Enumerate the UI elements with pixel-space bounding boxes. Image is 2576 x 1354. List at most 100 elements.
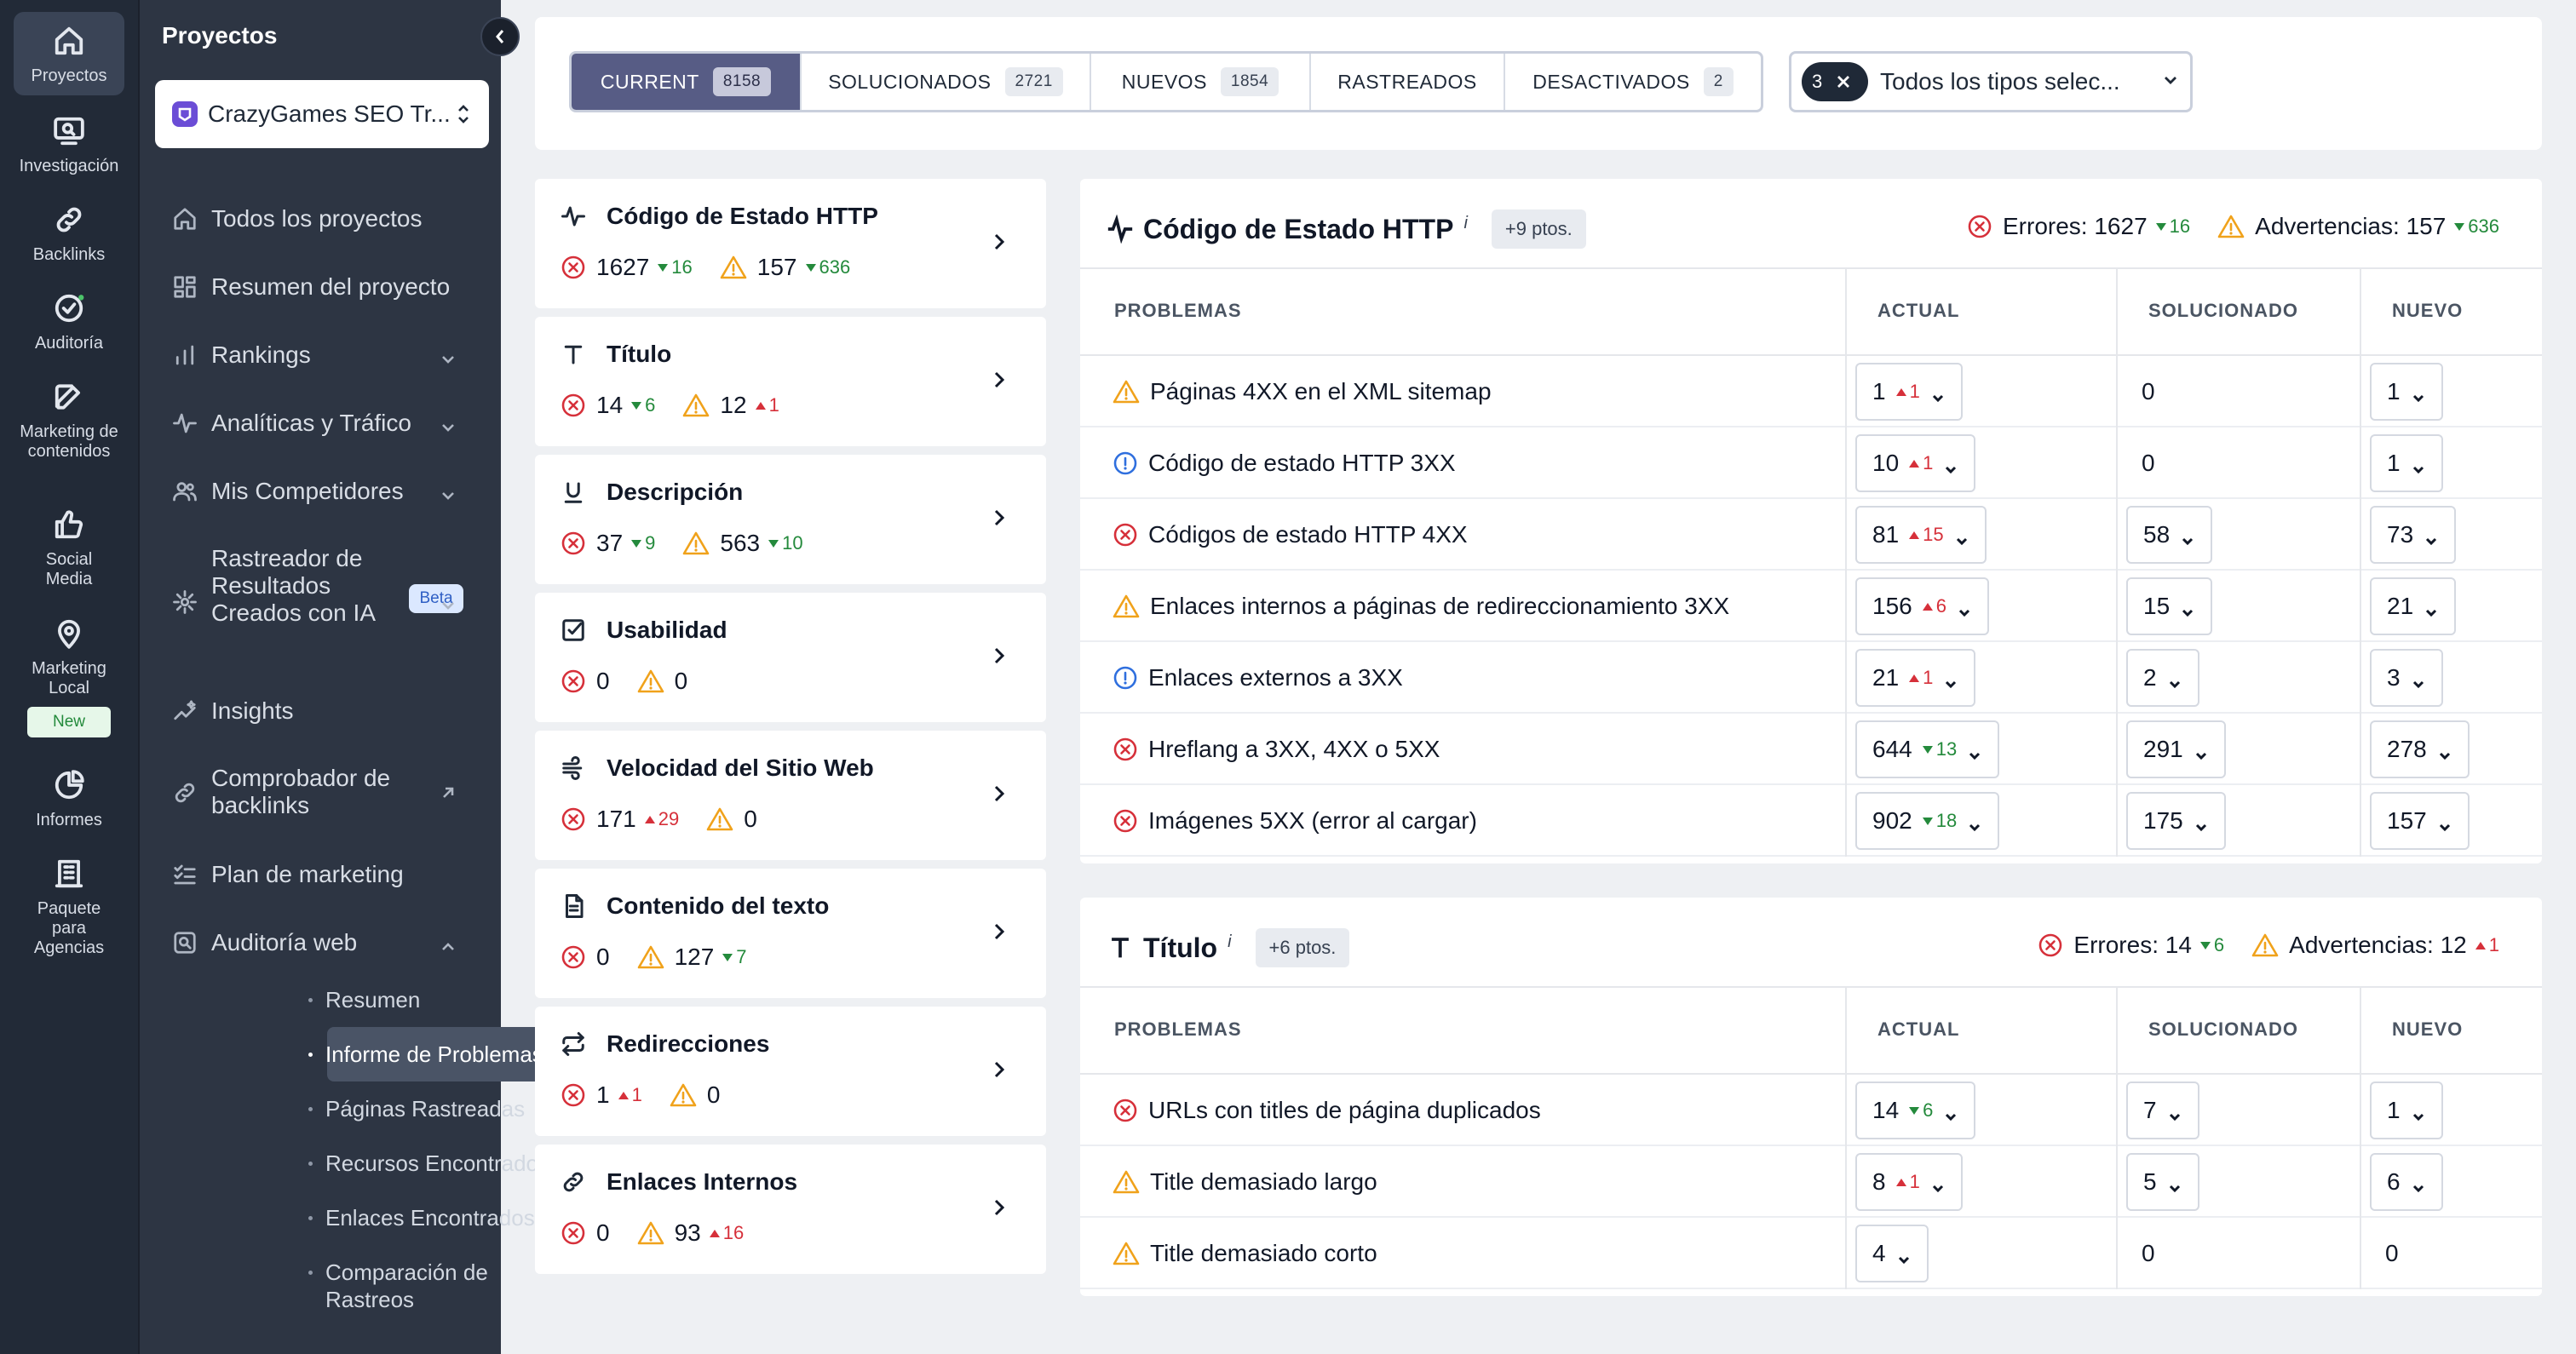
chevron-down-icon	[440, 483, 457, 500]
tab-desactivados[interactable]: DESACTIVADOS 2	[1505, 54, 1761, 110]
actual-dropdown[interactable]: 902 18	[1855, 792, 2000, 850]
error-icon	[2039, 933, 2062, 957]
subnav-recursos-encontrados[interactable]: Recursos Encontrados	[308, 1150, 624, 1177]
actual-dropdown[interactable]: 644 13	[1855, 720, 2000, 778]
fixed-dropdown[interactable]: 175	[2126, 792, 2226, 850]
issue-name[interactable]: Enlaces internos a páginas de redireccio…	[1113, 571, 1729, 642]
issue-name[interactable]: Código de estado HTTP 3XX	[1113, 427, 1456, 499]
category-card[interactable]: Código de Estado HTTP 1627 16 157 636	[535, 179, 1046, 308]
issue-name[interactable]: Hreflang a 3XX, 4XX o 5XX	[1113, 714, 1440, 785]
category-stats: 0 0	[561, 668, 687, 695]
new-dropdown[interactable]: 1	[2370, 434, 2443, 492]
new-cell: 157	[2370, 785, 2470, 857]
issue-types-dropdown[interactable]: 3 Todos los tipos selec...	[1789, 51, 2193, 112]
category-card[interactable]: Contenido del texto 0 127 7	[535, 869, 1046, 998]
info-tooltip-icon[interactable]: i	[1463, 213, 1468, 232]
category-card[interactable]: Enlaces Internos 0 93 16	[535, 1145, 1046, 1274]
new-dropdown[interactable]: 1	[2370, 363, 2443, 421]
issue-name[interactable]: Enlaces externos a 3XX	[1113, 642, 1403, 714]
nav-rastreador-ia[interactable]: Rastreador de Resultados Creados con IA …	[170, 545, 486, 627]
actual-dropdown[interactable]: 4	[1855, 1225, 1929, 1282]
issue-name[interactable]: URLs con titles de página duplicados	[1113, 1075, 1541, 1146]
rail-item-paquete-agencias[interactable]: Paquete para Agencias	[0, 857, 138, 958]
new-dropdown[interactable]: 73	[2370, 506, 2457, 564]
fixed-dropdown[interactable]: 2	[2126, 649, 2199, 707]
subnav-comparacion-rastreos[interactable]: Comparación de Rastreos	[308, 1259, 513, 1313]
nav-todos-proyectos[interactable]: Todos los proyectos	[170, 204, 486, 233]
fixed-dropdown[interactable]: 15	[2126, 577, 2213, 635]
trend-up-icon	[2475, 941, 2486, 950]
collapse-sidebar-button[interactable]	[480, 17, 520, 56]
rail-item-marketing-local[interactable]: Marketing Local	[0, 617, 138, 698]
category-card[interactable]: Título 14 6 12 1	[535, 317, 1046, 446]
nav-resumen-proyecto[interactable]: Resumen del proyecto	[170, 273, 486, 301]
delta-up: 1	[1909, 452, 1933, 474]
fixed-dropdown[interactable]: 58	[2126, 506, 2213, 564]
category-card[interactable]: Descripción 37 9 563 10	[535, 455, 1046, 584]
category-header: Descripción	[561, 479, 743, 506]
tab-nuevos[interactable]: NUEVOS 1854	[1091, 54, 1311, 110]
warning-icon	[1113, 594, 1140, 618]
delta-up: 1	[1909, 667, 1933, 689]
rail-item-marketing-contenidos[interactable]: Marketing de contenidos	[0, 380, 138, 462]
close-icon[interactable]	[1836, 74, 1851, 89]
subnav-paginas-rastreadas[interactable]: Páginas Rastreadas	[308, 1095, 624, 1122]
trend-up-icon	[1922, 602, 1933, 611]
tab-current[interactable]: CURRENT 8158	[572, 54, 802, 110]
selected-count-chip[interactable]: 3	[1802, 62, 1868, 101]
rail-item-investigacion[interactable]: Investigación	[0, 114, 138, 176]
nav-rankings[interactable]: Rankings	[170, 341, 486, 370]
rail-item-auditoria[interactable]: Auditoría	[0, 291, 138, 353]
new-dropdown[interactable]: 3	[2370, 649, 2443, 707]
info-tooltip-icon[interactable]: i	[1228, 932, 1232, 951]
tab-rastreados[interactable]: RASTREADOS	[1311, 54, 1505, 110]
actual-dropdown[interactable]: 14 6	[1855, 1081, 1976, 1139]
subnav-resumen[interactable]: Resumen	[308, 986, 624, 1013]
issue-name[interactable]: Title demasiado corto	[1113, 1218, 1377, 1289]
column-divider	[2116, 986, 2118, 1289]
new-dropdown[interactable]: 157	[2370, 792, 2470, 850]
new-dropdown[interactable]: 1	[2370, 1081, 2443, 1139]
delta-down: 6	[2199, 934, 2224, 956]
nav-comprobador-backlinks[interactable]: Comprobador de backlinks	[170, 765, 486, 819]
new-dropdown[interactable]: 6	[2370, 1153, 2443, 1211]
fixed-dropdown[interactable]: 5	[2126, 1153, 2199, 1211]
rail-item-proyectos[interactable]: Proyectos	[0, 24, 138, 86]
category-card[interactable]: Usabilidad 0 0	[535, 593, 1046, 722]
new-dropdown[interactable]: 21	[2370, 577, 2457, 635]
issue-name[interactable]: Páginas 4XX en el XML sitemap	[1113, 356, 1492, 427]
issue-name[interactable]: Códigos de estado HTTP 4XX	[1113, 499, 1468, 571]
new-dropdown[interactable]: 278	[2370, 720, 2470, 778]
actual-dropdown[interactable]: 21 1	[1855, 649, 1976, 707]
nav-analiticas-trafico[interactable]: Analíticas y Tráfico	[170, 409, 486, 438]
fixed-dropdown[interactable]: 291	[2126, 720, 2226, 778]
fixed-dropdown[interactable]: 7	[2126, 1081, 2199, 1139]
nav-insights[interactable]: Insights	[170, 697, 486, 726]
issue-name[interactable]: Title demasiado largo	[1113, 1146, 1377, 1218]
actual-dropdown[interactable]: 10 1	[1855, 434, 1976, 492]
nav-auditoria-web[interactable]: Auditoría web	[170, 928, 486, 957]
delta-value: 15	[1923, 524, 1944, 545]
subnav-enlaces-encontrados[interactable]: Enlaces Encontrados	[308, 1204, 624, 1231]
rail-item-backlinks[interactable]: Backlinks	[0, 203, 138, 265]
category-card[interactable]: Velocidad del Sitio Web 171 29 0	[535, 731, 1046, 860]
category-header: Código de Estado HTTP	[561, 203, 878, 230]
actual-dropdown[interactable]: 81 15	[1855, 506, 1987, 564]
tab-solucionados[interactable]: SOLUCIONADOS 2721	[802, 54, 1091, 110]
tab-count: 8158	[712, 67, 772, 96]
issue-name[interactable]: Imágenes 5XX (error al cargar)	[1113, 785, 1477, 857]
nav-plan-marketing[interactable]: Plan de marketing	[170, 860, 486, 889]
project-selector[interactable]: CrazyGames SEO Tr...	[155, 80, 489, 148]
nav-mis-competidores[interactable]: Mis Competidores	[170, 477, 486, 506]
delta-down: 7	[722, 946, 747, 968]
rail-item-informes[interactable]: Informes	[0, 768, 138, 830]
actual-dropdown[interactable]: 156 6	[1855, 577, 1989, 635]
subnav-informe-problemas[interactable]: Informe de Problemas	[308, 1041, 624, 1068]
delta-value: 6	[1935, 595, 1946, 617]
activity-icon	[561, 206, 585, 227]
rail-item-social-media[interactable]: Social Media	[0, 508, 138, 589]
actual-value: 8	[1872, 1168, 1886, 1195]
